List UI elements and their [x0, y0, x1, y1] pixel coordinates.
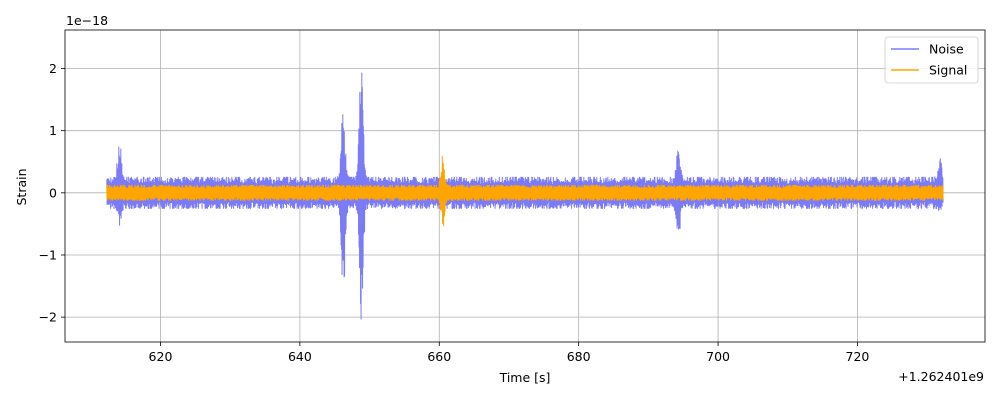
x-tick-label: 700 — [706, 349, 730, 364]
x-offset-label: +1.262401e9 — [898, 369, 984, 384]
x-tick-label: 720 — [846, 349, 870, 364]
y-tick-label: −1 — [39, 247, 57, 262]
series-line-signal — [106, 156, 944, 227]
y-axis-label: Strain — [14, 168, 29, 205]
y-tick-label: 0 — [49, 185, 57, 200]
series-layer — [106, 72, 944, 320]
y-tick-label: −2 — [39, 310, 57, 325]
x-tick-label: 640 — [288, 349, 312, 364]
x-tick-label: 620 — [149, 349, 173, 364]
y-tick-label: 1 — [49, 123, 57, 138]
plot-frame — [64, 29, 986, 343]
y-tick-label: 2 — [49, 61, 57, 76]
x-tick-label: 660 — [427, 349, 451, 364]
legend-label-signal: Signal — [929, 63, 967, 78]
y-scale-label: 1e−18 — [66, 13, 108, 28]
x-axis-label: Time [s] — [499, 370, 551, 385]
legend-label-noise: Noise — [929, 42, 964, 57]
legend: Noise Signal — [884, 36, 979, 84]
x-tick-label: 680 — [567, 349, 591, 364]
